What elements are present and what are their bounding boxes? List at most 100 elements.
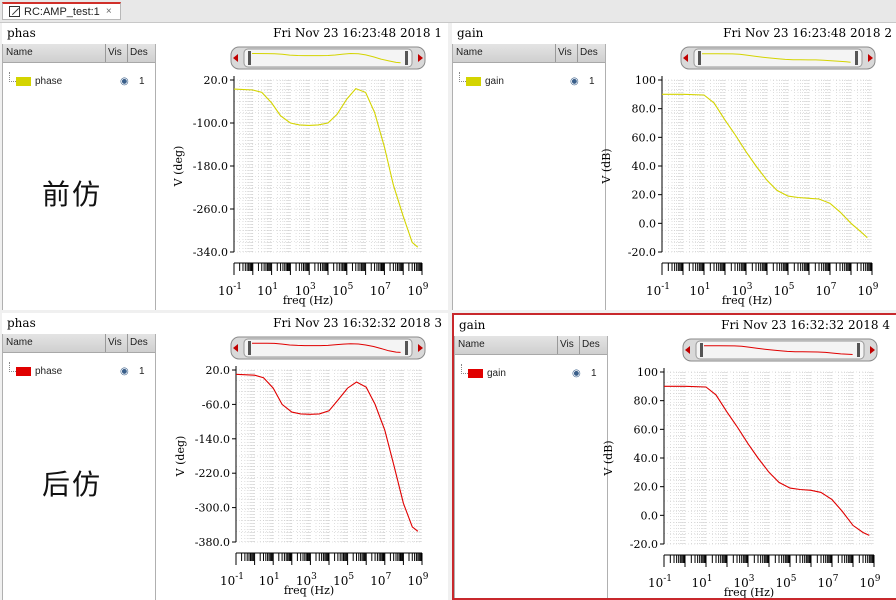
col-separator: [127, 44, 128, 62]
x-tick-label: 103: [295, 282, 316, 298]
overview-scroller[interactable]: [680, 45, 876, 71]
legend-row-gain[interactable]: gain ◉ 1: [455, 364, 607, 384]
overview-scroller-graphic[interactable]: [230, 335, 426, 361]
tree-connector: [459, 72, 466, 82]
scroller-left-handle[interactable]: [700, 343, 703, 357]
col-vis: Vis: [108, 47, 122, 58]
y-tick-label: 0.0: [639, 217, 657, 230]
x-tick-label: 109: [407, 572, 428, 588]
col-separator: [577, 44, 578, 62]
x-tick-label: 109: [859, 574, 880, 590]
panel-date: Fri Nov 23 16:32:32 2018 4: [721, 318, 890, 332]
overview-curve-gain: [704, 345, 853, 355]
eye-icon[interactable]: ◉: [120, 366, 129, 377]
series-line-gain[interactable]: [664, 385, 870, 536]
scroller-left-handle[interactable]: [248, 341, 251, 355]
overview-scroller[interactable]: [682, 337, 878, 363]
legend-row-gain[interactable]: gain ◉ 1: [453, 72, 605, 92]
close-icon[interactable]: ×: [105, 6, 112, 17]
eye-icon[interactable]: ◉: [570, 76, 579, 87]
col-separator: [105, 44, 106, 62]
y-tick-label: -340.0: [193, 246, 228, 259]
chart-4[interactable]: 100 80.0 60.0 40.0 20.0 0.0 -20.0 V (dB) 10-1 101…: [454, 315, 896, 600]
scroll-left-icon[interactable]: [685, 346, 690, 354]
signal-color-swatch: [16, 77, 31, 86]
scroller-right-handle[interactable]: [857, 343, 860, 357]
panel-date: Fri Nov 23 16:32:32 2018 3: [273, 316, 442, 330]
col-separator: [127, 334, 128, 352]
overview-curve-gain: [702, 53, 851, 63]
overview-scroller-graphic[interactable]: [680, 45, 876, 71]
annotation-pre-sim: 前仿: [42, 178, 103, 211]
overview-scroller-graphic[interactable]: [682, 337, 878, 363]
scroller-right-handle[interactable]: [405, 341, 408, 355]
chart-1[interactable]: 20.0 -100.0 -180.0 -260.0 -340.0 V (deg) 10-1 1…: [2, 23, 448, 310]
signal-color-swatch: [466, 77, 481, 86]
scroller-thumb[interactable]: [695, 340, 865, 360]
y-axis-label: V (deg): [174, 436, 187, 478]
signal-name: phase: [35, 366, 63, 377]
overview-curve-phase: [252, 342, 401, 353]
scroll-left-icon[interactable]: [233, 344, 238, 352]
col-separator: [557, 336, 558, 354]
visibility-value: 1: [139, 366, 145, 377]
x-tick-label: 107: [817, 574, 838, 590]
scroll-right-icon[interactable]: [418, 344, 423, 352]
overview-scroller[interactable]: [230, 335, 426, 361]
series-line-phase[interactable]: [233, 87, 419, 248]
y-tick-label: -140.0: [195, 433, 230, 446]
y-tick-label: 20.0: [632, 189, 657, 202]
signal-name: gain: [485, 76, 504, 87]
x-tick-label: 10-1: [646, 282, 670, 298]
x-tick-label: 105: [773, 282, 794, 298]
scroller-left-handle[interactable]: [248, 51, 251, 65]
scroller-right-handle[interactable]: [405, 51, 408, 65]
x-axis-label: freq (Hz): [724, 586, 774, 599]
series-line-gain[interactable]: [662, 93, 868, 239]
signal-color-swatch: [16, 367, 31, 376]
graph-panel-2[interactable]: gain Fri Nov 23 16:23:48 2018 2 Name Vis Des…: [452, 23, 896, 310]
y-tick-label: -220.0: [195, 467, 230, 480]
legend-header: Name Vis Des: [3, 44, 155, 63]
graph-panel-3[interactable]: phas Fri Nov 23 16:32:32 2018 3 Name Vis Des…: [2, 313, 448, 600]
eye-icon[interactable]: ◉: [572, 368, 581, 379]
x-tick-label: 10-1: [220, 572, 244, 588]
tab-rc-amp-test[interactable]: RC:AMP_test:1 ×: [2, 2, 121, 20]
legend-table: Name Vis Des gain ◉ 1: [452, 44, 606, 310]
tree-connector: [9, 362, 16, 372]
eye-icon[interactable]: ◉: [120, 76, 129, 87]
col-name: Name: [6, 47, 33, 58]
graph-panel-1[interactable]: phas Fri Nov 23 16:23:48 2018 1 Name Vis Des…: [2, 23, 448, 310]
scroll-left-icon[interactable]: [683, 54, 688, 62]
chart-2[interactable]: 100 80.0 60.0 40.0 20.0 0.0 -20.0 V (dB) 10-1 101…: [452, 23, 896, 310]
scroll-right-icon[interactable]: [868, 54, 873, 62]
scroller-left-handle[interactable]: [698, 51, 701, 65]
scroller-thumb[interactable]: [243, 48, 413, 68]
scroll-left-icon[interactable]: [233, 54, 238, 62]
legend-table: Name Vis Des phase ◉ 1: [2, 44, 156, 310]
overview-scroller-graphic[interactable]: [230, 45, 426, 71]
col-vis: Vis: [558, 47, 572, 58]
overview-scroller[interactable]: [230, 45, 426, 71]
y-tick-label: 80.0: [634, 395, 659, 408]
y-tick-label: 80.0: [632, 103, 657, 116]
panel-timestamp: Fri Nov 23 16:32:32 2018: [721, 318, 879, 332]
x-axis-label: freq (Hz): [722, 294, 772, 307]
scroll-right-icon[interactable]: [418, 54, 423, 62]
x-tick-label: 105: [333, 572, 354, 588]
tree-connector: [461, 364, 468, 374]
y-tick-label: 20.0: [204, 74, 229, 87]
scroll-right-icon[interactable]: [870, 346, 875, 354]
chart-3[interactable]: 20.0 -60.0 -140.0 -220.0 -300.0 -380.0 V (deg)…: [2, 313, 448, 600]
scroller-right-handle[interactable]: [855, 51, 858, 65]
graph-panel-4[interactable]: gain Fri Nov 23 16:32:32 2018 4 Name Vis Des…: [452, 313, 896, 600]
scroller-thumb[interactable]: [693, 48, 863, 68]
legend-row-phase[interactable]: phase ◉ 1: [3, 72, 155, 92]
y-tick-label: 40.0: [632, 160, 657, 173]
legend-row-phase[interactable]: phase ◉ 1: [3, 362, 155, 382]
signal-color-swatch: [468, 369, 483, 378]
col-des: Des: [580, 47, 598, 58]
x-tick-label: 101: [689, 282, 710, 298]
series-line-phase[interactable]: [235, 373, 419, 532]
scroller-thumb[interactable]: [243, 338, 413, 358]
